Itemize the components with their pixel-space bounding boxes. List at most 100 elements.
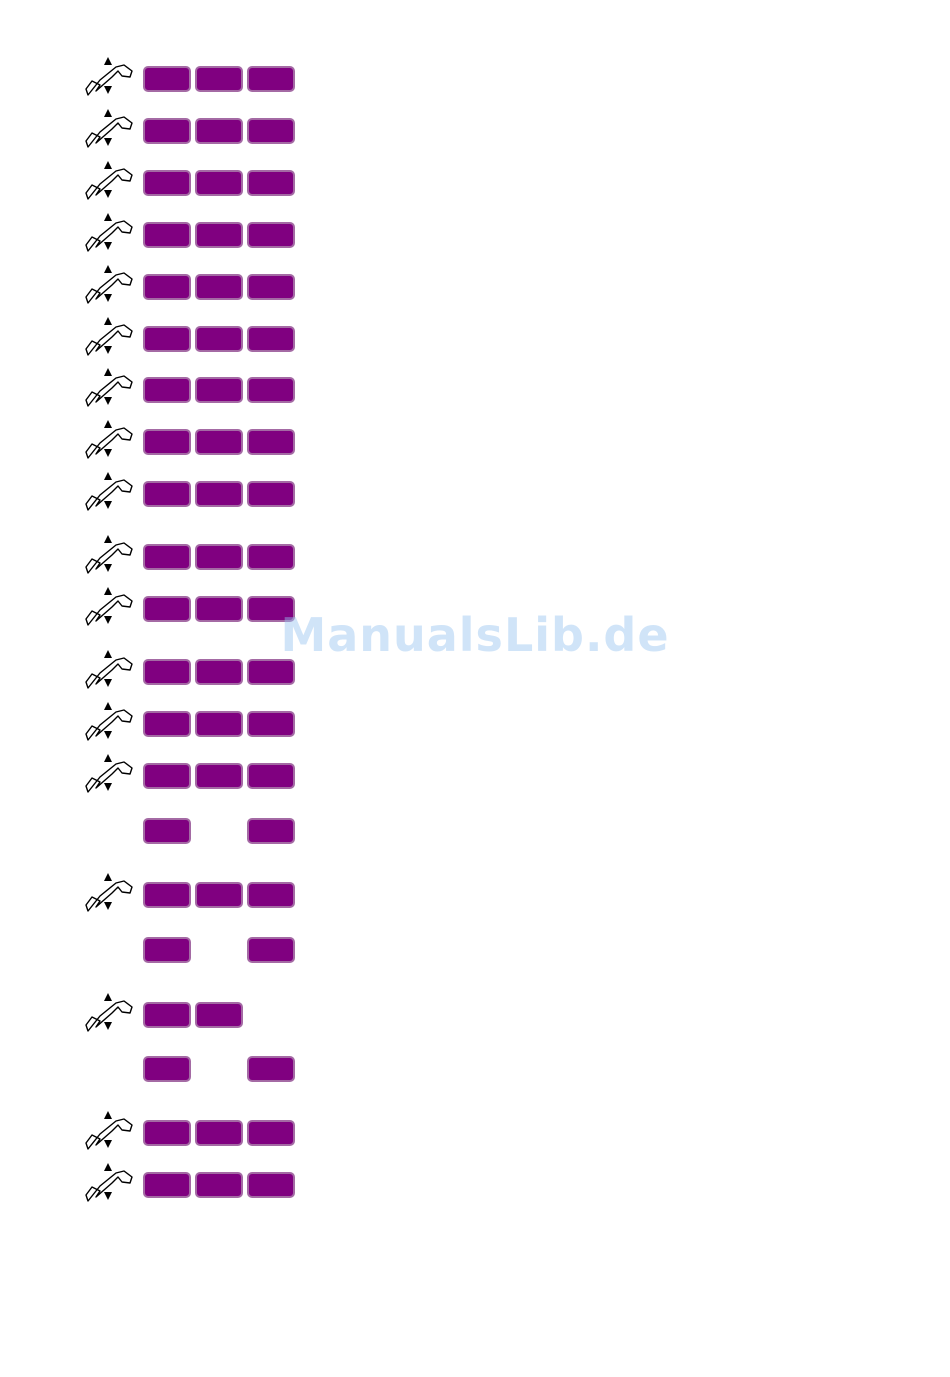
key-button	[143, 1056, 191, 1082]
arrow-down	[104, 138, 112, 146]
handset	[85, 168, 133, 200]
key-button	[247, 429, 295, 455]
key-button	[195, 882, 243, 908]
arrow-down	[104, 902, 112, 910]
key-button	[195, 429, 243, 455]
key-button	[195, 118, 243, 144]
handset	[85, 64, 133, 96]
handset-icon	[85, 368, 133, 407]
key-row	[85, 993, 243, 1032]
key-button	[195, 377, 243, 403]
key-row	[143, 1056, 295, 1082]
key-button	[143, 937, 191, 963]
key-button	[247, 222, 295, 248]
arrow-down	[104, 783, 112, 791]
handset	[85, 657, 133, 689]
key-button	[247, 274, 295, 300]
key-row	[85, 317, 295, 356]
handset	[85, 594, 133, 626]
arrow-down	[104, 86, 112, 94]
key-row	[85, 873, 295, 912]
handset-icon	[85, 873, 133, 912]
handset	[85, 1170, 133, 1202]
handset	[85, 220, 133, 252]
key-button	[247, 818, 295, 844]
key-button	[143, 1120, 191, 1146]
handset	[85, 427, 133, 459]
key-button	[195, 222, 243, 248]
key-button	[143, 377, 191, 403]
handset-icon	[85, 587, 133, 626]
arrow-down	[104, 1022, 112, 1030]
key-button	[247, 1056, 295, 1082]
handset	[85, 761, 133, 793]
handset	[85, 1000, 133, 1032]
arrow-down	[104, 190, 112, 198]
key-row	[85, 754, 295, 793]
arrow-up	[104, 702, 112, 710]
arrow-down	[104, 1140, 112, 1148]
key-button	[143, 659, 191, 685]
key-button	[247, 1172, 295, 1198]
arrow-down	[104, 397, 112, 405]
key-row	[85, 1111, 295, 1150]
key-button	[195, 1002, 243, 1028]
key-button	[143, 544, 191, 570]
arrow-down	[104, 679, 112, 687]
key-button	[195, 596, 243, 622]
handset	[85, 1118, 133, 1150]
key-button	[195, 274, 243, 300]
arrow-up	[104, 109, 112, 117]
key-button	[247, 937, 295, 963]
key-button	[247, 66, 295, 92]
key-button	[143, 326, 191, 352]
key-row	[85, 265, 295, 304]
arrow-down	[104, 501, 112, 509]
key-button	[247, 170, 295, 196]
key-button	[247, 596, 295, 622]
key-row	[85, 57, 295, 96]
handset-icon	[85, 1111, 133, 1150]
arrow-up	[104, 1163, 112, 1171]
key-button	[247, 118, 295, 144]
handset	[85, 272, 133, 304]
handset	[85, 880, 133, 912]
key-button	[143, 274, 191, 300]
arrow-up	[104, 472, 112, 480]
arrow-up	[104, 368, 112, 376]
key-button	[195, 326, 243, 352]
key-button	[143, 66, 191, 92]
handset	[85, 375, 133, 407]
handset-icon	[85, 993, 133, 1032]
arrow-up	[104, 873, 112, 881]
handset-icon	[85, 213, 133, 252]
handset-icon	[85, 472, 133, 511]
key-row	[85, 650, 295, 689]
key-button	[195, 763, 243, 789]
key-button	[247, 763, 295, 789]
handset	[85, 324, 133, 356]
key-button	[247, 377, 295, 403]
handset	[85, 479, 133, 511]
key-row	[85, 1163, 295, 1202]
key-button	[195, 711, 243, 737]
handset-icon	[85, 265, 133, 304]
arrow-up	[104, 317, 112, 325]
key-row	[143, 937, 295, 963]
key-button	[195, 481, 243, 507]
key-button	[247, 1120, 295, 1146]
arrow-down	[104, 731, 112, 739]
handset-icon	[85, 317, 133, 356]
key-button	[247, 711, 295, 737]
key-button	[247, 481, 295, 507]
arrow-up	[104, 161, 112, 169]
arrow-down	[104, 346, 112, 354]
key-button	[143, 818, 191, 844]
key-row	[85, 368, 295, 407]
arrow-up	[104, 587, 112, 595]
key-button	[247, 544, 295, 570]
key-row	[85, 535, 295, 574]
handset-icon	[85, 535, 133, 574]
key-row	[85, 587, 295, 626]
